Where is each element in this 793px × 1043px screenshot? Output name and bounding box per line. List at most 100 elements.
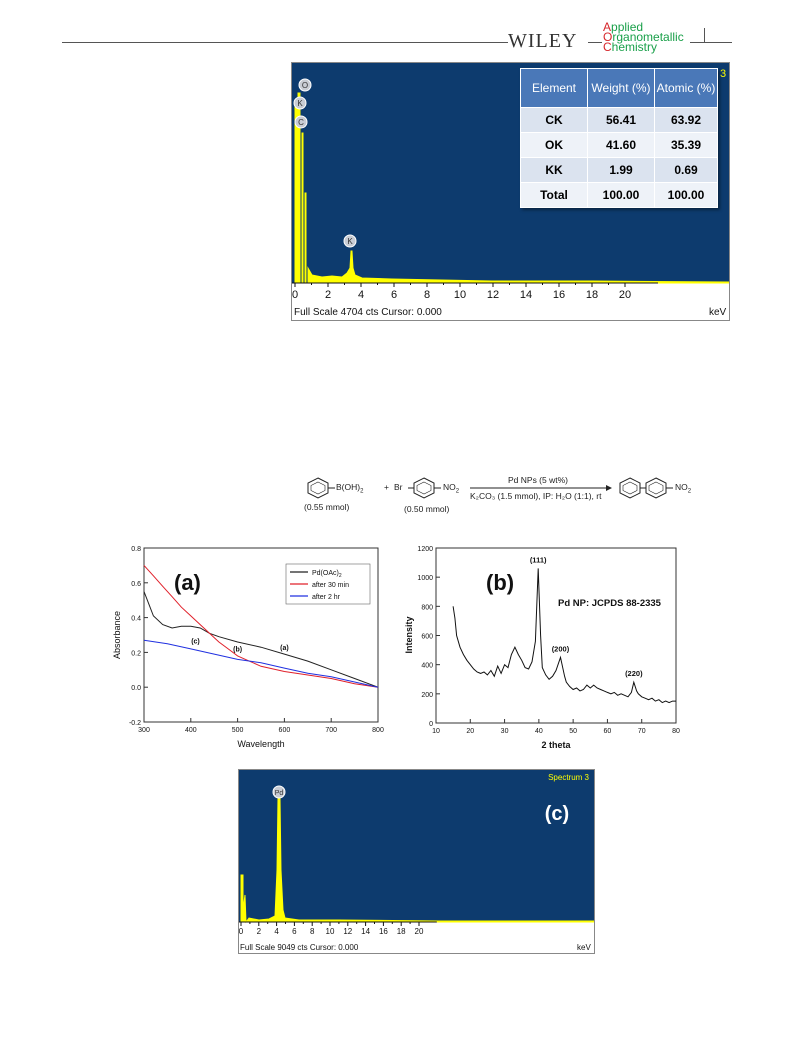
- x-tick-label: 20: [466, 728, 474, 735]
- eds-tick-label: 14: [361, 927, 370, 936]
- eds-tick-label: 2: [325, 289, 331, 301]
- chart-a-ylabel: Absorbance: [112, 611, 122, 659]
- eds-bottom-footer-right: keV: [577, 943, 591, 952]
- journal-line-1-initial: A: [603, 20, 612, 34]
- chart-b-y-ticks: 0 200 400 600 800 1000 1200: [417, 546, 440, 728]
- benzene-ring-1: [307, 477, 329, 499]
- table-cell: Total: [520, 182, 588, 208]
- y-tick-label: -0.2: [129, 720, 141, 727]
- y-tick-label: 0.8: [131, 546, 141, 553]
- curve-label: (b): [233, 647, 242, 654]
- peak-marker-c: [294, 115, 308, 129]
- eds-tick-label: 18: [586, 289, 598, 301]
- y-tick-label: 1000: [417, 575, 433, 582]
- peak-label: (111): [530, 555, 547, 564]
- journal-line-3-initial: C: [603, 40, 612, 54]
- eds-bottom-background: [239, 770, 594, 922]
- eds-tick-label: 6: [391, 289, 397, 301]
- table-header-row: Element Weight (%) Atomic (%): [520, 68, 718, 108]
- peak-label-o: O: [302, 81, 308, 90]
- chart-b-xlabel: 2 theta: [541, 740, 571, 750]
- table-row: OK 41.60 35.39: [520, 132, 718, 158]
- table-header-weight: Weight (%): [587, 68, 655, 108]
- eds-tick-label: 10: [326, 927, 335, 936]
- chart-b-ylabel: Intensity: [404, 616, 414, 653]
- y-tick-label: 200: [421, 692, 433, 699]
- eds-top-peak-markers: O K C K: [293, 78, 357, 248]
- series-line-2: [143, 639, 379, 688]
- eds-top-trace: [294, 92, 729, 284]
- product-ring-1-inner: [622, 481, 638, 495]
- uv-vis-chart: -0.2 0.0 0.2 0.4 0.6 0.8 300 400 500 600 700 800 (…: [112, 546, 384, 749]
- x-tick-label: 700: [325, 727, 337, 734]
- reactant2-subscript: 2: [455, 488, 460, 495]
- x-tick-label: 70: [638, 728, 646, 735]
- header-rule-mid: [588, 42, 602, 43]
- condition-top: Pd NPs (5 wt%): [508, 475, 568, 485]
- eds-tick-label: 12: [343, 927, 352, 936]
- table-cell: 41.60: [587, 132, 655, 158]
- header-tick: [704, 28, 705, 42]
- eds-bottom-svg: Spectrum 3 (c) Pd 0 2 4 6 8 10 12 14 16 18 20 Full…: [239, 770, 594, 952]
- table-cell: 100.00: [587, 182, 655, 208]
- x-tick-label: 600: [279, 727, 291, 734]
- y-tick-label: 400: [421, 663, 433, 670]
- eds-tick-label: 16: [379, 927, 388, 936]
- eds-tick-label: 0: [239, 927, 244, 936]
- eds-top-svg: 3 O K C K 0 2 4 6 8 10 12 14 16 18 20 Full Scale 4…: [292, 63, 729, 318]
- x-tick-label: 30: [501, 728, 509, 735]
- peak-marker-o: [298, 78, 312, 92]
- eds-tick-label: 14: [520, 289, 532, 301]
- benzene-ring-2-inner: [416, 481, 432, 495]
- publisher-logo: WILEY: [508, 30, 578, 52]
- eds-bottom-footer-left: Full Scale 9049 cts Cursor: 0.000: [240, 943, 359, 952]
- eds-tick-label: 0: [292, 289, 298, 301]
- element-composition-table: Element Weight (%) Atomic (%) CK 56.41 6…: [520, 68, 718, 208]
- plus-sign: +: [384, 482, 389, 492]
- reactant1-formula: B(OH): [336, 482, 361, 492]
- y-tick-label: 1200: [417, 546, 433, 553]
- journal-line-1: pplied: [611, 20, 644, 34]
- table-cell: 35.39: [654, 132, 718, 158]
- peak-marker-k2: [343, 234, 357, 248]
- table-cell: 100.00: [654, 182, 718, 208]
- eds-top-x-ticks: 0 2 4 6 8 10 12 14 16 18 20: [292, 282, 658, 301]
- eds-bottom-trace: [240, 797, 594, 924]
- eds-tick-label: 16: [553, 289, 565, 301]
- table-cell: 63.92: [654, 107, 718, 133]
- series-line-1: [143, 565, 379, 688]
- xrd-chart: 0 200 400 600 800 1000 1200 10 20 30 40 50 60 70 80 (…: [404, 546, 680, 750]
- table-cell: CK: [520, 107, 588, 133]
- chart-b-x-ticks: 10 20 30 40 50 60 70 80: [432, 719, 680, 735]
- y-tick-label: 800: [421, 604, 433, 611]
- curve-label: (c): [191, 639, 200, 646]
- y-tick-label: 0.6: [131, 581, 141, 588]
- journal-line-3: hemistry: [611, 40, 658, 54]
- curve-label: (a): [280, 645, 289, 652]
- condition-bottom: K₂CO₃ (1.5 mmol), IP: H₂O (1:1), rt: [470, 491, 602, 501]
- table-cell: 56.41: [587, 107, 655, 133]
- chart-b-panel-label: (b): [486, 570, 514, 595]
- y-tick-label: 0.4: [131, 616, 141, 623]
- legend-label: after 2 hr: [312, 594, 341, 601]
- product-formula: NO: [675, 482, 688, 492]
- benzene-ring-1-inner: [310, 481, 326, 495]
- series-line-0: [452, 568, 676, 704]
- chart-a-x-ticks: 300 400 500 600 700 800: [138, 718, 384, 734]
- x-tick-label: 50: [569, 728, 577, 735]
- eds-tick-label: 20: [619, 289, 631, 301]
- x-tick-label: 80: [672, 728, 680, 735]
- eds-top-footer-right: keV: [709, 307, 727, 318]
- eds-tick-label: 6: [292, 927, 297, 936]
- eds-tick-label: 18: [397, 927, 406, 936]
- table-cell: 0.69: [654, 157, 718, 183]
- peak-label: (200): [552, 644, 570, 653]
- product-ring-1: [619, 477, 641, 499]
- peak-label-k1: K: [297, 99, 303, 108]
- x-tick-label: 500: [232, 727, 244, 734]
- reaction-scheme: B(OH)2 + Br NO2 (0.55 mmol) (0.50 mmol) …: [300, 468, 720, 518]
- x-tick-label: 300: [138, 727, 150, 734]
- eds-tick-label: 4: [358, 289, 364, 301]
- table-row: KK 1.99 0.69: [520, 157, 718, 183]
- product-ring-2: [645, 477, 667, 499]
